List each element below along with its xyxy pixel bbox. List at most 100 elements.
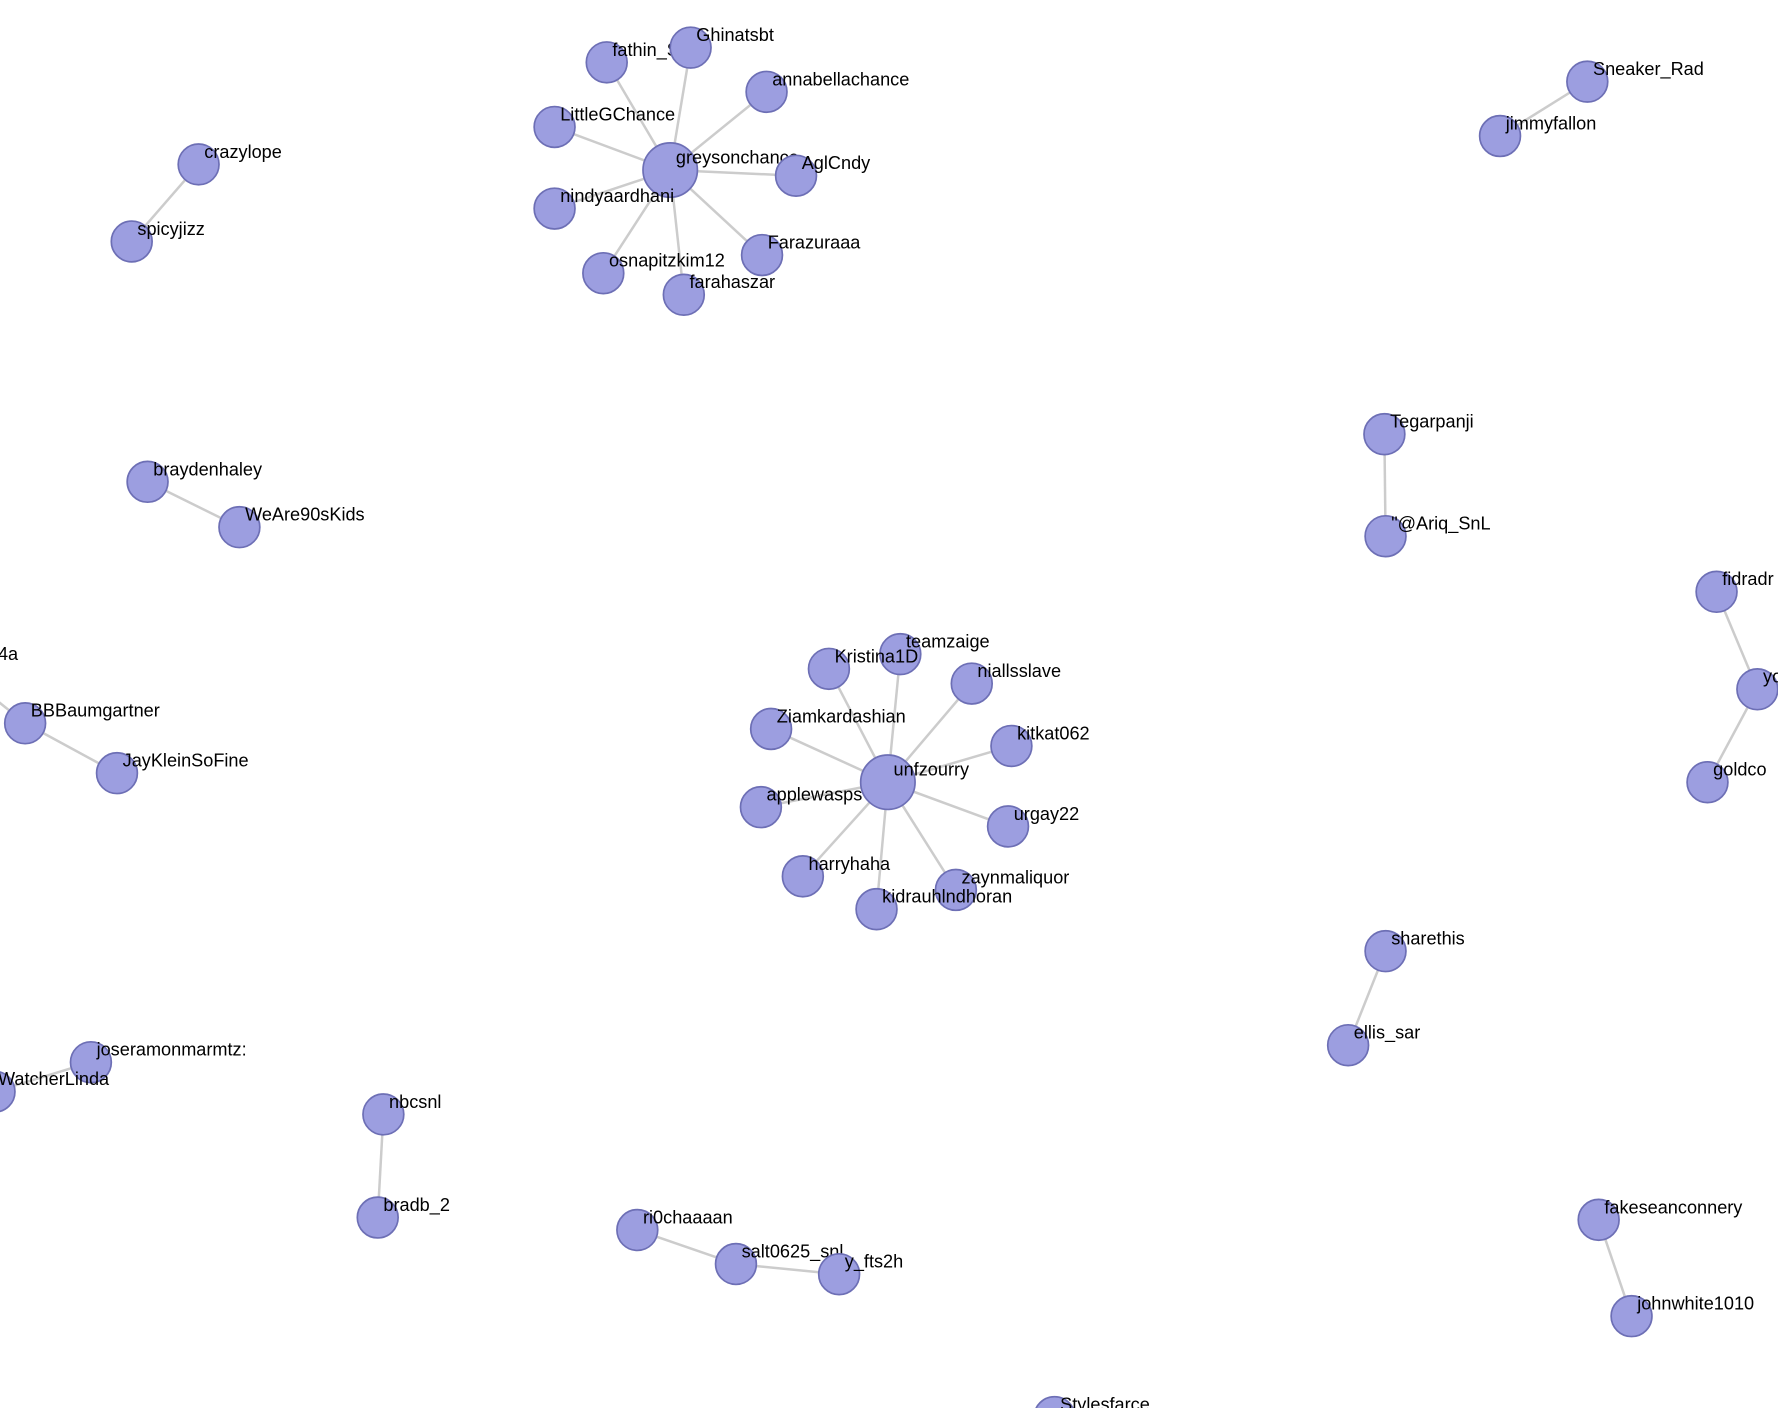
node-circle[interactable]	[739, 785, 783, 829]
node[interactable]: Ziamkardashian	[749, 706, 906, 751]
node-label: Kristina1D	[835, 646, 919, 666]
node[interactable]: unfzourry	[859, 754, 970, 811]
node[interactable]: greysonchance	[642, 141, 799, 199]
node-circle[interactable]	[950, 662, 994, 705]
node-circle[interactable]	[749, 707, 793, 751]
node[interactable]: Tegarpanji	[1363, 412, 1474, 456]
node-circle[interactable]	[1686, 760, 1729, 804]
node-circle[interactable]	[774, 154, 818, 197]
node[interactable]: salt0625_snl	[714, 1241, 844, 1286]
node-circle[interactable]	[1364, 929, 1407, 973]
node-circle[interactable]	[745, 70, 788, 114]
node-label: Ghinatsbt	[696, 25, 774, 45]
node-circle[interactable]	[781, 855, 825, 898]
node[interactable]: BBBaumgartner	[3, 701, 160, 745]
node-circle[interactable]	[362, 1093, 405, 1136]
node[interactable]: LittleGChance	[533, 104, 675, 149]
node[interactable]: fidradr	[1695, 569, 1774, 614]
node[interactable]: kidrauhlndhoran	[855, 887, 1012, 931]
node-circle[interactable]	[1478, 114, 1522, 158]
node[interactable]: Ghinatsbt	[669, 25, 774, 69]
node[interactable]: "@Ariq_SnL	[1364, 514, 1491, 558]
node-circle[interactable]	[740, 233, 784, 277]
node[interactable]: spicyjizz	[110, 219, 205, 263]
node[interactable]: applewasps	[739, 785, 862, 829]
node[interactable]: jimmyfallon	[1478, 113, 1597, 158]
node-circle[interactable]	[585, 41, 628, 84]
node-circle[interactable]	[1566, 60, 1609, 103]
node[interactable]: Stylesfarce	[1034, 1395, 1150, 1408]
node[interactable]: niallsslave	[950, 661, 1061, 705]
node-circle[interactable]	[990, 724, 1033, 768]
node-circle[interactable]	[110, 220, 153, 263]
node-circle[interactable]	[1364, 514, 1407, 558]
node-circle[interactable]	[662, 273, 706, 317]
node[interactable]: ri0chaaaan	[616, 1207, 733, 1252]
node[interactable]: yo	[1736, 667, 1778, 711]
node[interactable]: urgay22	[986, 804, 1080, 848]
node[interactable]: johnwhite1010	[1610, 1294, 1754, 1338]
node[interactable]: zaynmaliquor	[934, 867, 1070, 912]
node-circle[interactable]	[807, 647, 851, 691]
node-label: annabellachance	[772, 69, 909, 89]
node-label: jimmyfallon	[1505, 113, 1597, 133]
node[interactable]: crazylope	[177, 142, 282, 186]
node[interactable]: 4a	[0, 644, 19, 687]
node-circle[interactable]	[69, 1040, 113, 1084]
node[interactable]: goldco	[1686, 760, 1767, 804]
node-circle[interactable]	[986, 805, 1030, 848]
node[interactable]: kitkat062	[990, 723, 1090, 768]
node[interactable]: braydenhaley	[126, 459, 263, 504]
node[interactable]: teamzaige	[879, 632, 990, 676]
node[interactable]: bradb_2	[356, 1195, 450, 1239]
node-label: zaynmaliquor	[962, 867, 1070, 887]
node-circle[interactable]	[218, 505, 261, 549]
node[interactable]: WeAre90sKids	[218, 505, 365, 549]
node-circle[interactable]	[1034, 1395, 1075, 1408]
node[interactable]: JayKleinSoFine	[95, 751, 249, 795]
node[interactable]: osnapitzkim12	[582, 251, 725, 295]
node[interactable]: sharethis	[1364, 929, 1465, 973]
node[interactable]: ellis_sar	[1326, 1023, 1421, 1067]
node-circle[interactable]	[356, 1196, 399, 1239]
node-circle[interactable]	[859, 754, 916, 811]
node[interactable]: Farazuraaa	[740, 233, 862, 277]
node-circle[interactable]	[817, 1252, 861, 1296]
node-circle[interactable]	[533, 105, 576, 149]
node-circle[interactable]	[669, 26, 712, 69]
node-circle[interactable]	[582, 251, 625, 295]
node[interactable]: annabellachance	[745, 69, 909, 114]
node-circle[interactable]	[714, 1242, 758, 1286]
node[interactable]: AglCndy	[774, 153, 872, 197]
node[interactable]: farahaszar	[662, 272, 775, 317]
node-circle[interactable]	[642, 141, 699, 199]
node[interactable]: WatcherLinda	[0, 1069, 110, 1113]
node[interactable]: nindyaardhani	[533, 186, 674, 230]
node-circle[interactable]	[126, 460, 169, 504]
node-label: crazylope	[204, 142, 282, 162]
node-circle[interactable]	[879, 632, 922, 676]
node-circle[interactable]	[0, 1071, 16, 1113]
node-label: AglCndy	[802, 153, 871, 173]
node[interactable]: Sneaker_Rad	[1566, 59, 1704, 103]
node-circle[interactable]	[3, 702, 47, 745]
node-circle[interactable]	[1610, 1294, 1653, 1338]
node-circle[interactable]	[1326, 1023, 1370, 1067]
node-label: Stylesfarce	[1060, 1395, 1150, 1408]
node[interactable]: joseramonmarmtz:	[69, 1040, 247, 1084]
node[interactable]: fakeseanconnery	[1577, 1197, 1743, 1242]
node[interactable]: y_fts2h	[817, 1252, 904, 1296]
node-label: bradb_2	[383, 1195, 450, 1216]
node-circle[interactable]	[533, 187, 576, 230]
node-circle[interactable]	[855, 887, 898, 931]
node-circle[interactable]	[1577, 1198, 1620, 1242]
node-circle[interactable]	[934, 868, 978, 912]
node[interactable]: nbcsnl	[362, 1092, 441, 1136]
node-circle[interactable]	[616, 1208, 659, 1252]
node[interactable]: harryhaha	[781, 854, 891, 898]
node[interactable]: Kristina1D	[807, 646, 919, 691]
node-circle[interactable]	[177, 143, 220, 186]
node-circle[interactable]	[95, 751, 139, 795]
node-circle[interactable]	[1363, 412, 1406, 456]
node-circle[interactable]	[1695, 570, 1738, 614]
